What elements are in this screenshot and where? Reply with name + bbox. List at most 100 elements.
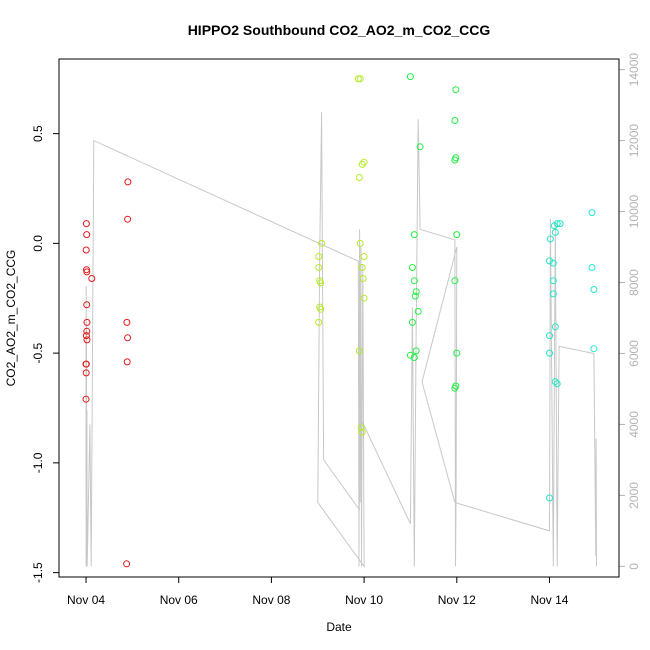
data-point bbox=[590, 345, 598, 353]
series-2 bbox=[315, 75, 368, 436]
data-point bbox=[411, 292, 419, 300]
data-point bbox=[359, 275, 367, 282]
data-point bbox=[357, 424, 365, 432]
y-tick-label: 0.0 bbox=[31, 235, 45, 252]
line-series-trace bbox=[85, 112, 597, 568]
data-point bbox=[551, 228, 559, 236]
data-point bbox=[355, 347, 363, 355]
data-point bbox=[412, 347, 420, 355]
y-tick-label: 0.5 bbox=[31, 125, 45, 142]
data-point bbox=[451, 384, 459, 392]
data-point bbox=[83, 268, 91, 276]
data-point bbox=[416, 143, 424, 151]
data-point bbox=[355, 174, 363, 181]
x-tick-label: Nov 08 bbox=[252, 593, 290, 607]
data-point bbox=[453, 349, 461, 357]
data-point bbox=[354, 75, 362, 83]
line-series bbox=[85, 112, 597, 568]
data-point bbox=[315, 264, 323, 271]
data-point bbox=[318, 239, 326, 247]
data-point bbox=[550, 222, 558, 230]
data-point bbox=[452, 86, 460, 94]
data-point bbox=[124, 334, 132, 342]
plot-frame bbox=[58, 58, 620, 578]
y-tick-label: -1.5 bbox=[31, 562, 45, 583]
data-point bbox=[358, 264, 366, 271]
y-axis-label: CO2_AO2_m_CO2_CCG bbox=[4, 250, 18, 387]
data-point bbox=[82, 360, 90, 368]
data-point bbox=[551, 323, 559, 331]
data-point bbox=[315, 253, 323, 260]
series-3 bbox=[406, 73, 461, 392]
data-point bbox=[406, 73, 414, 81]
data-point bbox=[556, 220, 564, 228]
data-point bbox=[83, 327, 91, 335]
data-point bbox=[317, 279, 325, 287]
data-point bbox=[82, 395, 90, 403]
chart-title: HIPPO2 Southbound CO2_AO2_m_CO2_CCG bbox=[188, 22, 491, 38]
data-point bbox=[124, 178, 132, 186]
data-point bbox=[410, 354, 418, 361]
data-point bbox=[360, 294, 368, 302]
data-point bbox=[83, 336, 91, 344]
x-tick-label: Nov 14 bbox=[530, 593, 568, 607]
data-point bbox=[546, 332, 553, 340]
data-point bbox=[358, 428, 366, 436]
y2-tick-label: 0 bbox=[627, 563, 641, 570]
data-point bbox=[546, 235, 554, 243]
data-point bbox=[453, 231, 461, 239]
series-1 bbox=[82, 178, 132, 568]
data-point bbox=[123, 560, 131, 568]
data-point bbox=[124, 215, 132, 223]
data-point bbox=[360, 158, 368, 166]
data-point bbox=[82, 332, 90, 340]
y2-tick-label: 8000 bbox=[627, 269, 641, 296]
data-point bbox=[546, 349, 553, 357]
x-tick-label: Nov 12 bbox=[438, 593, 476, 607]
data-point bbox=[410, 277, 418, 285]
data-point bbox=[546, 257, 553, 265]
data-point bbox=[83, 231, 91, 239]
data-point bbox=[123, 358, 131, 366]
data-point bbox=[356, 75, 364, 83]
data-point bbox=[83, 301, 91, 309]
y2-tick-label: 10000 bbox=[627, 195, 641, 229]
data-point bbox=[88, 275, 96, 282]
y2-tick-label: 2000 bbox=[627, 482, 641, 509]
data-point bbox=[315, 318, 323, 326]
data-point bbox=[83, 318, 91, 326]
x-tick-label: Nov 04 bbox=[67, 593, 105, 607]
y2-tick-label: 6000 bbox=[627, 340, 641, 367]
y-tick-label: -0.5 bbox=[31, 342, 45, 363]
data-point bbox=[412, 288, 420, 296]
data-point bbox=[451, 117, 459, 124]
x-tick-label: Nov 10 bbox=[345, 593, 383, 607]
x-axis-label: Date bbox=[326, 620, 352, 634]
data-point bbox=[414, 307, 422, 315]
data-point bbox=[590, 286, 598, 293]
y-tick-label: -1.0 bbox=[31, 452, 45, 473]
y-axis-right: 0 2000 4000 6000 8000 10000 12000 14000 bbox=[618, 53, 641, 570]
y2-tick-label: 14000 bbox=[627, 53, 641, 87]
data-point bbox=[317, 305, 325, 313]
data-point bbox=[549, 277, 557, 285]
data-point bbox=[356, 239, 364, 247]
data-point bbox=[82, 220, 90, 228]
data-point bbox=[410, 231, 418, 239]
data-point bbox=[588, 209, 596, 217]
y2-tick-label: 12000 bbox=[627, 124, 641, 158]
x-tick-label: Nov 06 bbox=[160, 593, 198, 607]
data-point bbox=[551, 378, 559, 386]
data-point bbox=[408, 264, 416, 271]
data-point bbox=[82, 246, 90, 254]
data-point bbox=[546, 494, 553, 502]
series-4 bbox=[546, 209, 598, 502]
data-point bbox=[408, 318, 416, 326]
data-point bbox=[549, 259, 557, 267]
data-point bbox=[451, 277, 459, 285]
data-point bbox=[553, 380, 561, 388]
data-point bbox=[549, 290, 557, 298]
